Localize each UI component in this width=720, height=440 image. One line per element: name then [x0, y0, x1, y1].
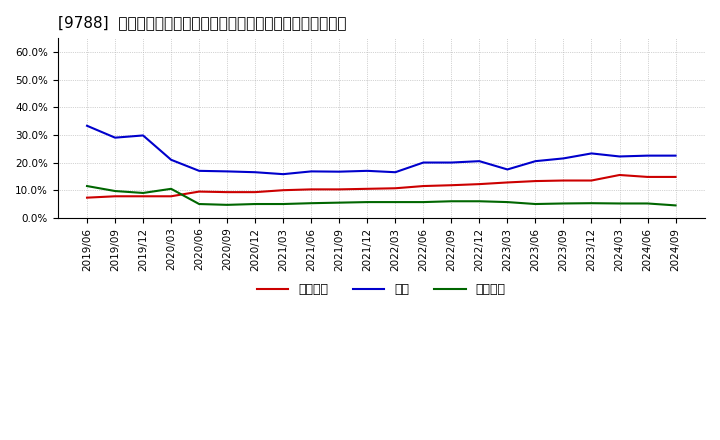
売上債権: [643, 174, 652, 180]
在庫: [335, 169, 343, 174]
Line: 在庫: 在庫: [87, 126, 675, 174]
在庫: [503, 167, 512, 172]
売上債権: [503, 180, 512, 185]
在庫: [111, 135, 120, 140]
買入債務: [559, 201, 568, 206]
売上債権: [475, 181, 484, 187]
買入債務: [447, 198, 456, 204]
在庫: [139, 133, 148, 138]
買入債務: [419, 199, 428, 205]
買入債務: [643, 201, 652, 206]
買入債務: [391, 199, 400, 205]
売上債権: [419, 183, 428, 189]
買入債務: [588, 201, 596, 206]
在庫: [531, 158, 540, 164]
買入債務: [83, 183, 91, 189]
買入債務: [111, 188, 120, 194]
買入債務: [222, 202, 231, 208]
在庫: [307, 169, 315, 174]
買入債務: [363, 199, 372, 205]
Line: 売上債権: 売上債権: [87, 175, 675, 198]
売上債権: [588, 178, 596, 183]
買入債務: [335, 200, 343, 205]
在庫: [83, 123, 91, 128]
在庫: [559, 156, 568, 161]
在庫: [475, 158, 484, 164]
売上債権: [335, 187, 343, 192]
在庫: [643, 153, 652, 158]
買入債務: [251, 202, 259, 207]
Legend: 売上債権, 在庫, 買入債務: 売上債権, 在庫, 買入債務: [252, 279, 510, 301]
売上債権: [195, 189, 204, 194]
買入債務: [671, 203, 680, 208]
売上債権: [307, 187, 315, 192]
買入債務: [531, 202, 540, 207]
売上債権: [531, 179, 540, 184]
買入債務: [195, 202, 204, 207]
売上債権: [615, 172, 624, 178]
売上債権: [363, 186, 372, 191]
在庫: [615, 154, 624, 159]
売上債権: [559, 178, 568, 183]
買入債務: [307, 201, 315, 206]
買入債務: [139, 191, 148, 196]
在庫: [363, 168, 372, 173]
在庫: [195, 168, 204, 173]
在庫: [251, 169, 259, 175]
買入債務: [475, 198, 484, 204]
在庫: [391, 169, 400, 175]
買入債務: [615, 201, 624, 206]
売上債権: [167, 194, 176, 199]
在庫: [167, 157, 176, 162]
Line: 買入債務: 買入債務: [87, 186, 675, 205]
在庫: [419, 160, 428, 165]
在庫: [222, 169, 231, 174]
買入債務: [279, 202, 287, 207]
売上債権: [222, 190, 231, 195]
売上債権: [391, 186, 400, 191]
売上債権: [139, 194, 148, 199]
在庫: [588, 151, 596, 156]
売上債権: [671, 174, 680, 180]
売上債権: [447, 183, 456, 188]
売上債権: [111, 194, 120, 199]
在庫: [279, 172, 287, 177]
売上債権: [83, 195, 91, 200]
売上債権: [279, 187, 287, 193]
Text: [9788]  売上債権、在庫、買入債務の総資産に対する比率の推移: [9788] 売上債権、在庫、買入債務の総資産に対する比率の推移: [58, 15, 346, 30]
在庫: [671, 153, 680, 158]
在庫: [447, 160, 456, 165]
売上債権: [251, 190, 259, 195]
買入債務: [503, 199, 512, 205]
買入債務: [167, 186, 176, 191]
